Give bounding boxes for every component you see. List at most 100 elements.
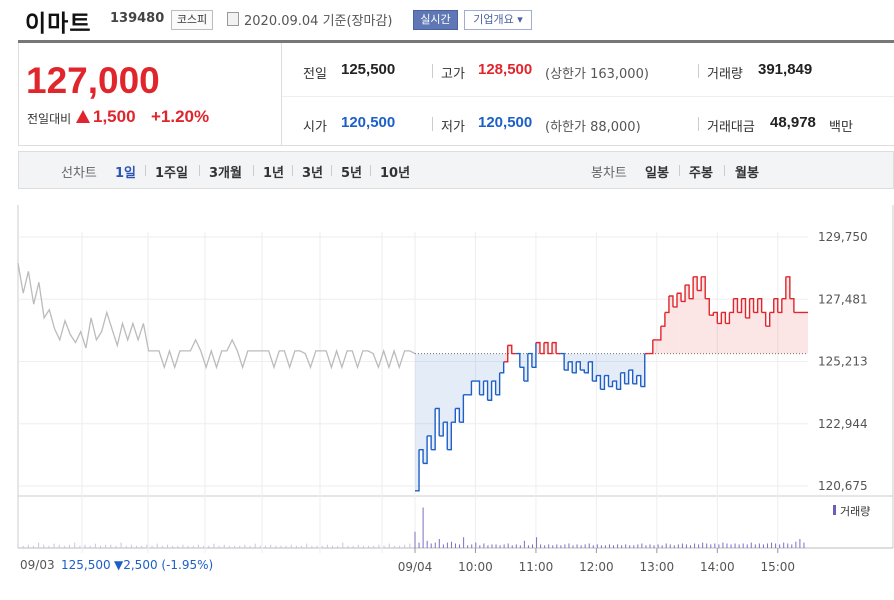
price-segment <box>483 380 489 401</box>
price-segment <box>677 292 682 302</box>
area-segment <box>668 295 673 354</box>
tab-daily-candle[interactable]: 일봉 <box>645 166 669 181</box>
price-segment <box>527 352 533 368</box>
area-segment <box>797 312 808 354</box>
y-tick-label: 125,213 <box>818 355 868 369</box>
prev-close-label: 전일 <box>303 67 327 82</box>
tab-monthly-candle[interactable]: 월봉 <box>735 166 759 181</box>
prev-change-footer: ▼2,500 (-1.95%) <box>114 558 214 572</box>
price-segment <box>523 353 529 382</box>
area-segment <box>459 353 464 423</box>
area-segment <box>616 353 621 390</box>
company-overview-button[interactable]: 기업개요 ▾ <box>464 10 532 30</box>
area-segment <box>479 353 484 395</box>
price-segment <box>729 298 735 314</box>
price-segment <box>761 311 767 327</box>
price-segment <box>568 361 573 373</box>
price-segment <box>439 422 444 437</box>
price-segment <box>713 311 719 324</box>
price-segment <box>668 295 674 307</box>
price-segment <box>592 375 598 382</box>
price-segment <box>560 352 565 371</box>
area-segment <box>749 298 754 354</box>
current-price: 127,000 <box>26 60 160 101</box>
tab-1week[interactable]: 1주일 <box>155 166 188 181</box>
tab-separator <box>679 165 680 176</box>
separator <box>698 117 699 131</box>
tab-1year[interactable]: 1년 <box>263 166 285 181</box>
area-segment <box>697 276 702 354</box>
area-segment <box>685 285 690 354</box>
price-segment <box>664 295 670 314</box>
price-segment <box>717 312 723 325</box>
x-tick-label: 14:00 <box>700 560 735 574</box>
area-segment <box>439 353 444 436</box>
realtime-button[interactable]: 실시간 <box>413 10 458 30</box>
market-badge: 코스피 <box>171 10 213 30</box>
tab-1day[interactable]: 1일 <box>115 166 137 181</box>
price-segment <box>640 353 646 388</box>
area-segment <box>487 353 492 401</box>
x-tick-label: 12:00 <box>579 560 614 574</box>
price-segment <box>447 422 452 451</box>
area-segment <box>677 293 682 354</box>
area-segment <box>604 353 609 387</box>
price-segment <box>660 312 666 327</box>
price-segment <box>572 361 577 374</box>
area-segment <box>761 312 766 354</box>
document-icon <box>227 12 239 26</box>
area-segment <box>636 353 641 387</box>
price-segment <box>491 380 497 395</box>
low-label: 저가 <box>441 120 465 135</box>
price-segment <box>552 341 557 354</box>
tab-weekly-candle[interactable]: 주봉 <box>689 166 713 181</box>
area-segment <box>793 312 798 354</box>
area-segment <box>495 353 500 395</box>
price-segment <box>495 372 501 396</box>
area-segment <box>753 298 758 354</box>
area-segment <box>705 298 710 354</box>
price-segment <box>781 276 787 300</box>
price-segment <box>535 341 541 354</box>
price-segment <box>721 311 727 324</box>
area-segment <box>781 276 786 354</box>
price-segment <box>725 312 731 325</box>
area-segment <box>535 342 540 354</box>
area-segment <box>415 353 420 491</box>
tab-10year[interactable]: 10년 <box>380 166 411 181</box>
price-segment <box>753 298 759 314</box>
tab-3year[interactable]: 3년 <box>302 166 324 181</box>
tab-separator <box>199 165 200 176</box>
area-segment <box>729 298 734 354</box>
area-segment <box>725 312 730 354</box>
tab-5year[interactable]: 5년 <box>341 166 363 181</box>
price-segment <box>596 374 602 390</box>
area-segment <box>499 353 504 373</box>
upper-limit: (상한가 163,000) <box>545 67 649 82</box>
tab-separator <box>145 165 146 176</box>
y-tick-label: 129,750 <box>818 230 868 244</box>
area-segment <box>431 353 436 450</box>
price-segment <box>737 298 743 314</box>
area-segment <box>652 339 657 354</box>
price-segment <box>745 298 751 319</box>
price-segment <box>548 342 553 355</box>
prev-date: 09/03 <box>20 558 55 572</box>
y-tick-label: 127,481 <box>818 292 868 306</box>
price-segment <box>431 408 436 451</box>
low-value: 120,500 <box>478 114 533 131</box>
volume-value: 391,849 <box>758 61 813 78</box>
area-segment <box>471 353 476 382</box>
x-tick-label: 09/04 <box>398 560 433 574</box>
price-segment <box>733 298 739 313</box>
price-segment <box>757 298 763 313</box>
stock-code: 139480 <box>110 11 165 26</box>
price-segment <box>685 284 690 299</box>
area-segment <box>443 353 448 450</box>
area-segment <box>701 276 706 354</box>
area-segment <box>523 353 528 382</box>
price-segment <box>443 421 448 450</box>
price-segment <box>576 361 581 371</box>
tab-3month[interactable]: 3개월 <box>209 166 242 181</box>
